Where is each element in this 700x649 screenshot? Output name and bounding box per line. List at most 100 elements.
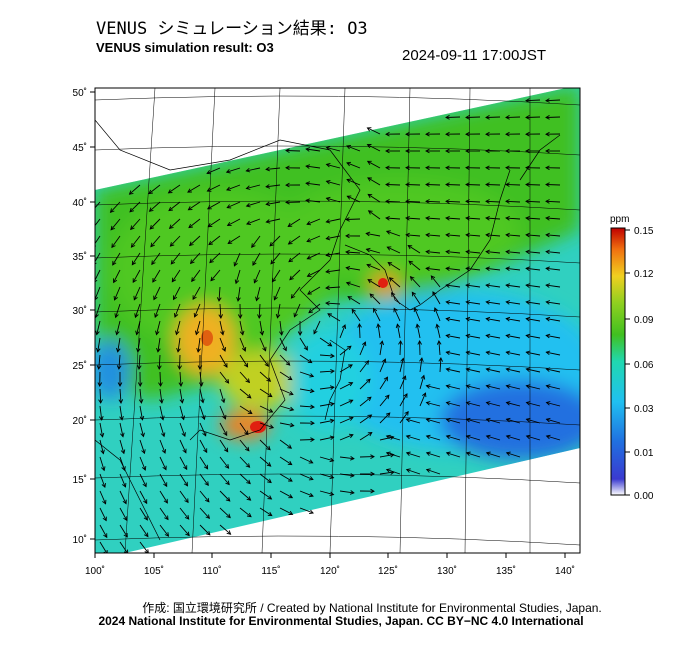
wind-arrowhead (255, 296, 260, 302)
wind-arrowhead (505, 333, 511, 339)
wind-arrow (546, 418, 561, 424)
wind-arrowhead (287, 240, 293, 245)
wind-arrow (486, 402, 501, 407)
wind-arrowhead (350, 473, 355, 478)
wind-arrow (506, 418, 521, 424)
wind-arrow (279, 371, 293, 380)
wind-arrow (266, 201, 281, 205)
wind-arrow (199, 456, 208, 470)
wind-arrowhead (115, 330, 120, 336)
wind-arrow (239, 320, 244, 335)
coastline (95, 119, 561, 541)
wind-arrowhead (189, 241, 194, 247)
wind-arrow (299, 507, 314, 514)
wind-arrowhead (425, 148, 430, 154)
wind-arrow (386, 435, 401, 441)
wind-arrowhead (176, 347, 181, 353)
wind-arrowhead (289, 406, 295, 412)
wind-arrowhead (164, 532, 170, 537)
wind-arrowhead (289, 275, 294, 281)
wind-arrow (179, 507, 190, 520)
wind-arrowhead (505, 283, 511, 288)
wind-arrow (270, 252, 281, 265)
wind-arrow (266, 184, 281, 188)
wind-arrowhead (348, 416, 354, 421)
wind-arrowhead (210, 276, 215, 282)
wind-arrowhead (432, 291, 437, 296)
wind-arrowhead (330, 353, 335, 359)
wind-arrowhead (525, 401, 531, 406)
wind-arrowhead (99, 432, 105, 438)
wind-arrowhead (545, 350, 551, 356)
wind-arrow (279, 507, 293, 515)
wind-arrowhead (329, 457, 335, 463)
wind-arrowhead (140, 432, 145, 438)
wind-arrow (396, 324, 401, 339)
wind-arrow (526, 318, 541, 322)
wind-arrowhead (131, 260, 137, 266)
wind-arrowhead (225, 480, 230, 486)
wind-arrowhead (545, 182, 550, 187)
wind-arrow (259, 405, 273, 413)
wind-arrow (288, 235, 301, 245)
wind-arrowhead (123, 549, 129, 553)
wind-arrowhead (181, 432, 186, 437)
wind-arrowhead (485, 131, 490, 137)
wind-arrow (192, 286, 201, 300)
wind-arrowhead (173, 313, 179, 318)
wind-arrowhead (385, 165, 390, 171)
wind-arrowhead (545, 266, 550, 271)
wind-arrowhead (485, 401, 491, 406)
wind-arrowhead (505, 249, 510, 255)
wind-arrowhead (262, 346, 267, 352)
wind-arrowhead (330, 368, 335, 374)
wind-arrowhead (425, 451, 431, 457)
wind-arrowhead (265, 201, 271, 207)
wind-arrowhead (122, 499, 127, 505)
wind-arrowhead (163, 482, 168, 488)
wind-arrow (239, 439, 250, 452)
wind-arrowhead (206, 205, 212, 210)
timestamp: 2024-09-11 17:00JST (402, 47, 546, 64)
wind-arrowhead (525, 300, 531, 305)
wind-arrowhead (385, 199, 390, 204)
wind-arrow (189, 235, 201, 246)
wind-arrow (288, 252, 301, 263)
wind-arrowhead (288, 510, 294, 515)
wind-arrowhead (525, 283, 531, 288)
wind-arrow (399, 358, 404, 373)
wind-arrow (177, 337, 181, 352)
wind-arrow (259, 473, 272, 483)
wind-arrow (137, 337, 141, 352)
wind-arrow (386, 469, 401, 475)
wind-arrow (95, 252, 101, 263)
wind-arrow (506, 368, 521, 373)
wind-arrow (134, 303, 141, 318)
wind-arrow (129, 201, 141, 213)
wind-arrowhead (224, 379, 230, 384)
wind-arrowhead (282, 346, 287, 352)
wind-arrowhead (545, 333, 551, 339)
wind-arrow (319, 473, 334, 479)
wind-arrow (272, 269, 281, 282)
wind-arrow (346, 267, 361, 271)
wind-arrow (445, 200, 461, 203)
wind-arrowhead (385, 451, 391, 457)
wind-arrow (466, 402, 481, 407)
colorbar-unit: ppm (610, 214, 629, 225)
wind-arrowhead (329, 474, 335, 480)
wind-arrow (368, 210, 381, 220)
wind-arrowhead (348, 382, 354, 387)
wind-arrow (239, 490, 251, 501)
wind-arrowhead (216, 297, 222, 302)
wind-arrowhead (545, 165, 550, 171)
wind-arrowhead (144, 532, 149, 538)
wind-arrowhead (178, 382, 184, 387)
wind-arrowhead (525, 417, 531, 423)
wind-arrowhead (420, 374, 426, 380)
colorbar-tick: 0.00 (634, 491, 654, 502)
wind-arrow (299, 354, 312, 363)
wind-arrowhead (485, 333, 491, 339)
wind-arrowhead (405, 417, 411, 423)
colorbar-tick: 0.12 (634, 269, 654, 280)
